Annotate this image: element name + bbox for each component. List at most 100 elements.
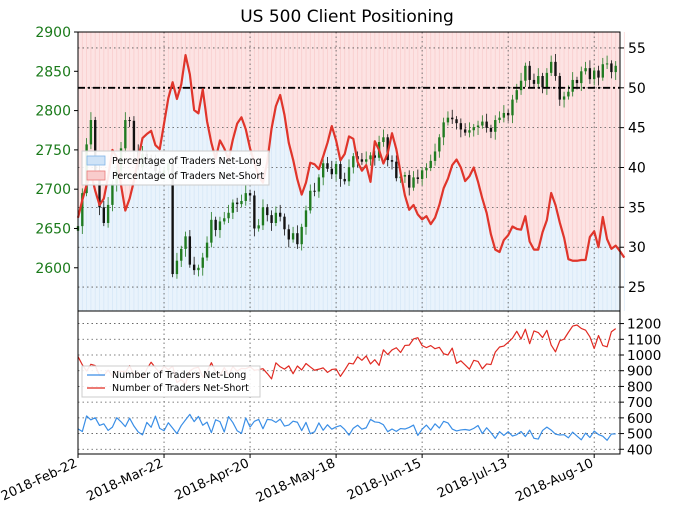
candle-body bbox=[614, 65, 617, 73]
candle-body bbox=[248, 193, 252, 196]
candle-body bbox=[124, 120, 127, 149]
candle-body bbox=[549, 61, 553, 73]
candle-body bbox=[476, 125, 480, 128]
candle-body bbox=[494, 120, 497, 132]
candle-body bbox=[343, 178, 346, 182]
price-tick-label: 2600 bbox=[35, 261, 71, 277]
candle-body bbox=[287, 229, 290, 240]
price-tick-label: 2900 bbox=[35, 25, 71, 41]
candle-body bbox=[223, 218, 226, 222]
candle-body bbox=[420, 170, 424, 179]
candle-body bbox=[132, 120, 136, 151]
candle-body bbox=[429, 160, 432, 168]
price-tick-label: 2750 bbox=[35, 143, 71, 159]
candle-body bbox=[352, 156, 355, 168]
candle-body bbox=[231, 202, 235, 213]
bottom-panel-frame bbox=[77, 310, 621, 455]
candle-body bbox=[94, 120, 97, 171]
candle-body bbox=[511, 99, 514, 116]
candle-body bbox=[218, 221, 222, 231]
candle-body bbox=[403, 175, 407, 177]
top-panel-series bbox=[76, 54, 626, 262]
candle-body bbox=[515, 90, 518, 100]
legend-label-count-net-long: Number of Traders Net-Long bbox=[112, 370, 246, 381]
candle-body bbox=[412, 177, 415, 188]
count-tick-label: 400 bbox=[627, 442, 653, 458]
candle-body bbox=[339, 164, 342, 179]
candle-body bbox=[313, 190, 316, 192]
candle-body bbox=[610, 63, 613, 73]
candle-body bbox=[175, 260, 179, 275]
price-tick-label: 2800 bbox=[35, 104, 71, 120]
candle-body bbox=[296, 233, 299, 245]
candle-body bbox=[528, 65, 531, 80]
candle-body bbox=[266, 207, 269, 216]
candle-body bbox=[373, 155, 376, 158]
net-short-area bbox=[78, 32, 625, 261]
candle-body bbox=[274, 212, 278, 223]
candle-body bbox=[98, 170, 101, 208]
legend-swatch-net-long bbox=[86, 155, 106, 166]
candle-body bbox=[261, 207, 265, 226]
candle-body bbox=[184, 236, 187, 249]
percent-tick-label: 25 bbox=[628, 280, 646, 296]
percent-axis: 25 30 35 40 45 50 55 bbox=[620, 41, 646, 296]
candle-body bbox=[304, 210, 308, 227]
candle-body bbox=[180, 248, 183, 261]
x-tick-label: 2018-Mar-22 bbox=[84, 456, 165, 505]
count-tick-label: 1100 bbox=[627, 332, 661, 348]
bottom-legend-box bbox=[81, 365, 261, 398]
price-tick-label: 2700 bbox=[35, 182, 71, 198]
candle-body bbox=[597, 70, 600, 78]
candle-body bbox=[253, 195, 256, 229]
candle-body bbox=[584, 68, 587, 72]
count-tick-label: 900 bbox=[627, 364, 653, 380]
candle-body bbox=[309, 190, 312, 211]
candle-body bbox=[567, 91, 570, 97]
candle-body bbox=[463, 129, 467, 133]
candle-body bbox=[235, 202, 239, 205]
candle-body bbox=[214, 219, 217, 231]
candle-body bbox=[442, 122, 445, 138]
bottom-legend: Number of Traders Net-Long Number of Tra… bbox=[81, 365, 261, 398]
candle-body bbox=[562, 96, 566, 100]
candle-body bbox=[283, 216, 286, 230]
candle-body bbox=[519, 80, 523, 91]
percent-tick-label: 50 bbox=[628, 81, 646, 97]
candle-body bbox=[498, 117, 501, 121]
series-line-percent-net-short bbox=[76, 54, 626, 262]
candle-body bbox=[188, 236, 192, 265]
count-tick-label: 500 bbox=[627, 427, 653, 443]
percent-tick-label: 40 bbox=[628, 161, 646, 177]
count-tick-label: 600 bbox=[627, 411, 653, 427]
candle-body bbox=[360, 159, 364, 162]
legend-swatch-net-short bbox=[86, 170, 106, 181]
candle-body bbox=[433, 151, 437, 161]
candle-body bbox=[425, 167, 428, 171]
candle-body bbox=[102, 207, 105, 223]
candle-body bbox=[197, 267, 200, 271]
candle-body bbox=[408, 175, 411, 188]
percent-tick-label: 45 bbox=[628, 121, 646, 137]
candle-body bbox=[601, 64, 604, 78]
candle-body bbox=[571, 79, 574, 92]
candle-body bbox=[438, 137, 441, 152]
legend-label-net-long: Percentage of Traders Net-Long bbox=[112, 156, 262, 167]
candle-body bbox=[451, 117, 454, 120]
candle-body bbox=[300, 226, 303, 245]
x-tick-label: 2018-May-18 bbox=[254, 456, 338, 506]
candle-body bbox=[227, 212, 230, 219]
price-tick-label: 2850 bbox=[35, 64, 71, 80]
count-tick-label: 800 bbox=[627, 379, 653, 395]
count-tick-label: 1000 bbox=[627, 348, 661, 364]
candle-body bbox=[481, 121, 484, 126]
series-line-count-net-long bbox=[77, 413, 616, 441]
candle-body bbox=[489, 127, 493, 132]
percent-tick-label: 55 bbox=[628, 41, 646, 57]
candle-body bbox=[506, 112, 510, 116]
x-tick-label: 2018-Jun-15 bbox=[345, 456, 424, 503]
candle-body bbox=[205, 242, 209, 258]
candle-body bbox=[580, 71, 583, 84]
